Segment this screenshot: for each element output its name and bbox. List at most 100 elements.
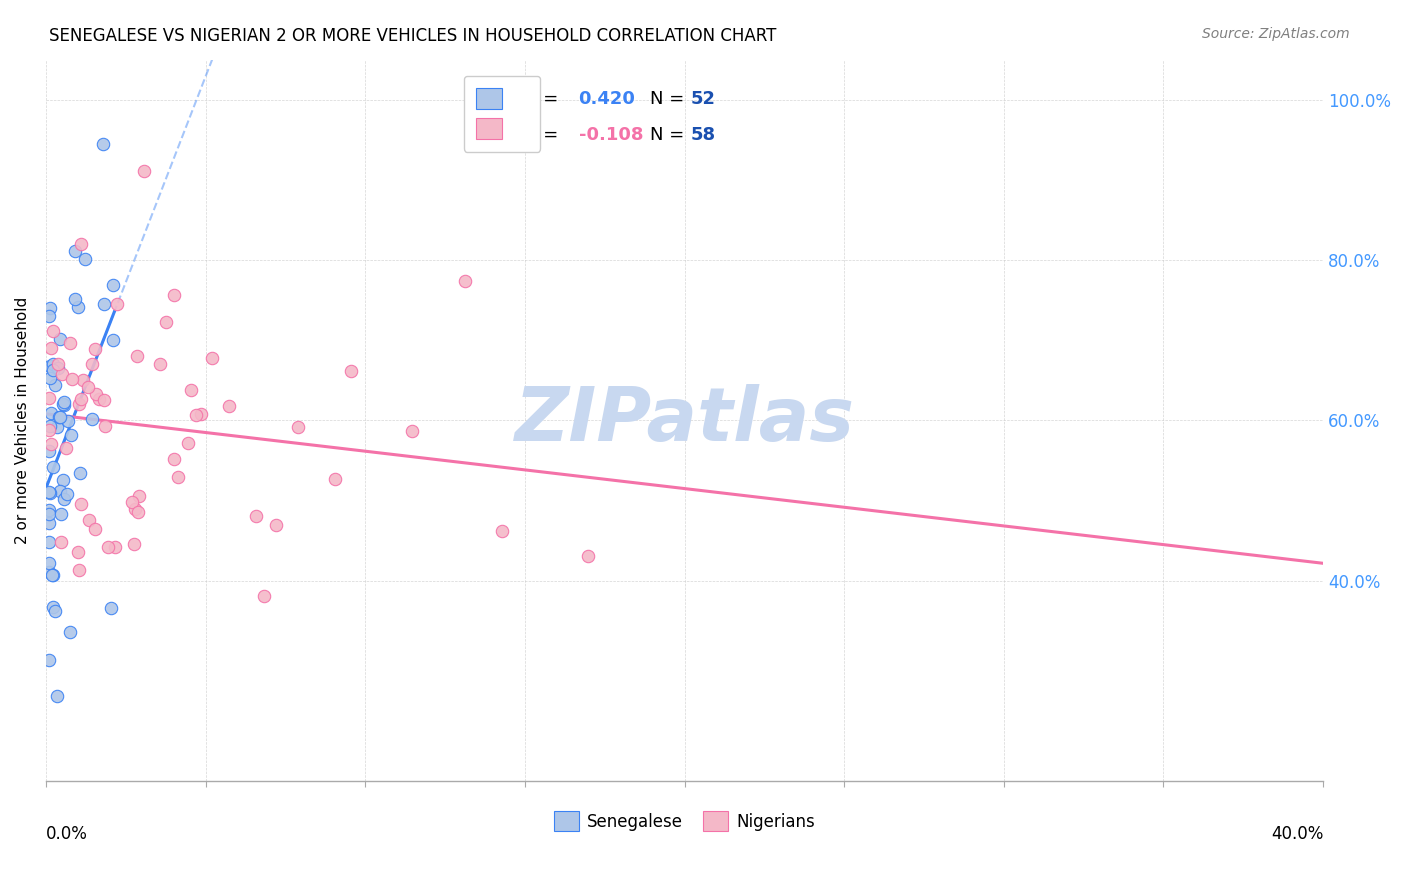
Point — [41, 599, 63, 614]
Point — [87, 392, 110, 406]
Point — [177, 435, 200, 450]
Point — [38, 516, 60, 530]
Point — [66, 300, 89, 314]
Point — [42, 459, 65, 474]
Text: SENEGALESE VS NIGERIAN 2 OR MORE VEHICLES IN HOUSEHOLD CORRELATION CHART: SENEGALESE VS NIGERIAN 2 OR MORE VEHICLE… — [49, 27, 776, 45]
Point — [287, 420, 309, 434]
Point — [39, 406, 62, 420]
Point — [38, 301, 60, 315]
Text: N =: N = — [650, 127, 685, 145]
Point — [163, 452, 186, 467]
Legend: Senegalese, Nigerians: Senegalese, Nigerians — [547, 805, 823, 838]
Point — [69, 467, 91, 481]
Point — [93, 297, 115, 311]
Point — [70, 237, 93, 252]
Text: N =: N = — [650, 90, 685, 108]
Point — [184, 409, 207, 423]
Point — [46, 689, 69, 703]
Text: 0.420: 0.420 — [578, 90, 636, 108]
Text: ZIPatlas: ZIPatlas — [515, 384, 855, 457]
Point — [218, 399, 240, 413]
Point — [60, 428, 83, 442]
Point — [59, 335, 82, 350]
Point — [127, 349, 149, 363]
Point — [52, 398, 75, 412]
Point — [190, 407, 212, 421]
Y-axis label: 2 or more Vehicles in Household: 2 or more Vehicles in Household — [15, 297, 30, 544]
Point — [39, 437, 62, 451]
Point — [52, 394, 75, 409]
Point — [39, 341, 62, 355]
Point — [49, 507, 72, 521]
Point — [38, 419, 60, 434]
Point — [105, 297, 128, 311]
Point — [41, 358, 63, 372]
Point — [51, 367, 73, 381]
Point — [127, 505, 149, 519]
Point — [49, 410, 72, 425]
Point — [149, 357, 172, 371]
Text: 58: 58 — [690, 127, 716, 145]
Point — [44, 377, 66, 392]
Point — [41, 324, 63, 338]
Point — [55, 486, 77, 500]
Point — [38, 565, 60, 579]
Point — [323, 472, 346, 486]
Point — [53, 491, 76, 506]
Point — [491, 524, 513, 539]
Point — [201, 351, 224, 366]
Point — [80, 412, 103, 426]
Point — [63, 292, 86, 306]
Point — [39, 486, 62, 500]
Point — [101, 277, 124, 292]
Point — [122, 537, 145, 551]
Point — [38, 535, 60, 549]
Point — [97, 541, 120, 555]
Point — [38, 557, 60, 571]
Text: R =: R = — [524, 127, 558, 145]
Point — [38, 485, 60, 500]
Point — [104, 540, 127, 554]
Point — [42, 567, 65, 582]
Point — [38, 423, 60, 437]
Point — [48, 409, 70, 424]
Text: 40.0%: 40.0% — [1271, 825, 1323, 844]
Point — [38, 359, 60, 374]
Point — [167, 470, 190, 484]
Text: R =: R = — [524, 90, 558, 108]
Point — [58, 625, 80, 640]
Point — [38, 309, 60, 323]
Point — [163, 288, 186, 302]
Point — [128, 489, 150, 503]
Point — [132, 164, 155, 178]
Point — [454, 274, 477, 288]
Point — [67, 397, 90, 411]
Point — [69, 392, 91, 406]
Point — [60, 372, 83, 386]
Point — [93, 419, 115, 434]
Point — [67, 545, 90, 559]
Point — [38, 507, 60, 521]
Text: 0.0%: 0.0% — [46, 825, 87, 844]
Point — [401, 424, 423, 438]
Point — [101, 333, 124, 347]
Point — [180, 383, 202, 397]
Text: -0.108: -0.108 — [578, 127, 643, 145]
Point — [38, 370, 60, 384]
Point — [42, 362, 65, 376]
Point — [45, 419, 67, 434]
Point — [84, 386, 107, 401]
Point — [340, 364, 363, 378]
Point — [100, 601, 122, 615]
Point — [70, 497, 93, 511]
Point — [576, 549, 599, 563]
Point — [49, 332, 72, 346]
Point — [155, 315, 177, 329]
Text: 52: 52 — [690, 90, 716, 108]
Point — [83, 342, 105, 356]
Point — [72, 374, 94, 388]
Point — [41, 567, 63, 582]
Point — [73, 252, 96, 266]
Point — [93, 392, 115, 407]
Point — [38, 503, 60, 517]
